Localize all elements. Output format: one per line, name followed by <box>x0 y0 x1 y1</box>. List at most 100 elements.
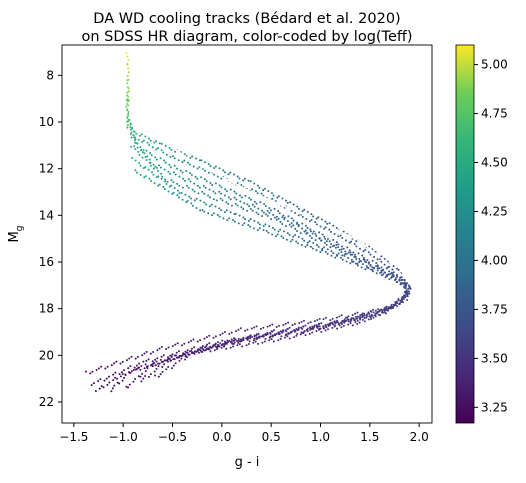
data-point <box>218 184 221 187</box>
data-point <box>123 376 126 379</box>
data-point <box>268 211 271 214</box>
data-point <box>97 367 100 370</box>
data-point <box>223 171 226 174</box>
data-point <box>368 315 371 318</box>
data-point <box>144 156 147 159</box>
data-point <box>172 171 175 174</box>
y-tick-label: 22 <box>39 395 54 409</box>
data-point <box>134 159 137 162</box>
data-point <box>139 368 142 371</box>
data-point <box>404 283 407 286</box>
data-point <box>134 377 137 380</box>
data-point <box>158 362 161 365</box>
data-point <box>225 342 228 345</box>
data-point <box>322 318 325 321</box>
data-point <box>164 178 167 181</box>
data-point <box>127 371 130 374</box>
data-point <box>347 315 350 318</box>
data-point <box>385 267 388 270</box>
data-point <box>331 326 334 329</box>
data-point <box>223 344 226 347</box>
data-point <box>165 182 168 185</box>
x-tick-label: 1.0 <box>311 430 330 444</box>
data-point <box>221 332 224 335</box>
data-point <box>127 110 130 113</box>
data-point <box>258 227 261 230</box>
data-point <box>153 182 156 185</box>
data-point <box>334 256 337 259</box>
data-point <box>385 308 388 311</box>
data-point <box>264 223 267 226</box>
data-point <box>246 209 249 212</box>
data-point <box>188 163 191 166</box>
data-point <box>304 224 307 227</box>
data-point <box>300 331 303 334</box>
data-point <box>201 208 204 211</box>
data-point <box>201 347 204 350</box>
data-point <box>91 370 94 373</box>
data-point <box>243 202 246 205</box>
data-point <box>401 296 404 299</box>
data-point <box>311 331 314 334</box>
data-point <box>317 216 320 219</box>
data-point <box>139 134 142 137</box>
data-point <box>199 339 202 342</box>
data-point <box>364 260 367 263</box>
data-point <box>350 240 353 243</box>
data-point <box>398 302 401 305</box>
data-point <box>133 136 136 139</box>
data-point <box>187 186 190 189</box>
data-point <box>140 133 143 136</box>
data-point <box>296 205 299 208</box>
data-point <box>262 189 265 192</box>
data-point <box>345 319 348 322</box>
data-point <box>363 312 366 315</box>
data-point <box>392 265 395 268</box>
data-point <box>264 337 267 340</box>
data-point <box>225 209 228 212</box>
data-point <box>261 214 264 217</box>
data-point <box>386 260 389 263</box>
data-point <box>375 262 378 265</box>
data-point <box>317 245 320 248</box>
data-point <box>328 228 331 231</box>
data-point <box>401 282 404 285</box>
data-point <box>210 203 213 206</box>
data-point <box>245 344 248 347</box>
data-point <box>388 270 391 273</box>
data-point <box>234 202 237 205</box>
data-point <box>268 225 271 228</box>
data-point <box>297 326 300 329</box>
data-point <box>282 236 285 239</box>
data-point <box>342 230 345 233</box>
data-point <box>367 262 370 265</box>
data-point <box>320 239 323 242</box>
data-point <box>186 200 189 203</box>
data-point <box>300 243 303 246</box>
data-point <box>205 347 208 350</box>
data-point <box>235 330 238 333</box>
data-point <box>366 266 369 269</box>
data-point <box>329 322 332 325</box>
data-point <box>301 237 304 240</box>
data-point <box>350 317 353 320</box>
gap-line <box>127 102 405 268</box>
data-point <box>408 292 411 295</box>
data-point <box>355 317 358 320</box>
data-point <box>176 194 179 197</box>
data-point <box>163 168 166 171</box>
data-point <box>178 192 181 195</box>
data-point <box>111 387 114 390</box>
data-point <box>203 349 206 352</box>
data-point <box>383 257 386 260</box>
data-point <box>358 258 361 261</box>
data-point <box>200 159 203 162</box>
colorbar-tick-label: 4.25 <box>481 204 508 218</box>
data-point <box>193 182 196 185</box>
data-point <box>126 79 129 82</box>
data-point <box>274 334 277 337</box>
data-point <box>136 142 139 145</box>
data-point <box>335 316 338 319</box>
data-point <box>395 302 398 305</box>
data-point <box>374 265 377 268</box>
